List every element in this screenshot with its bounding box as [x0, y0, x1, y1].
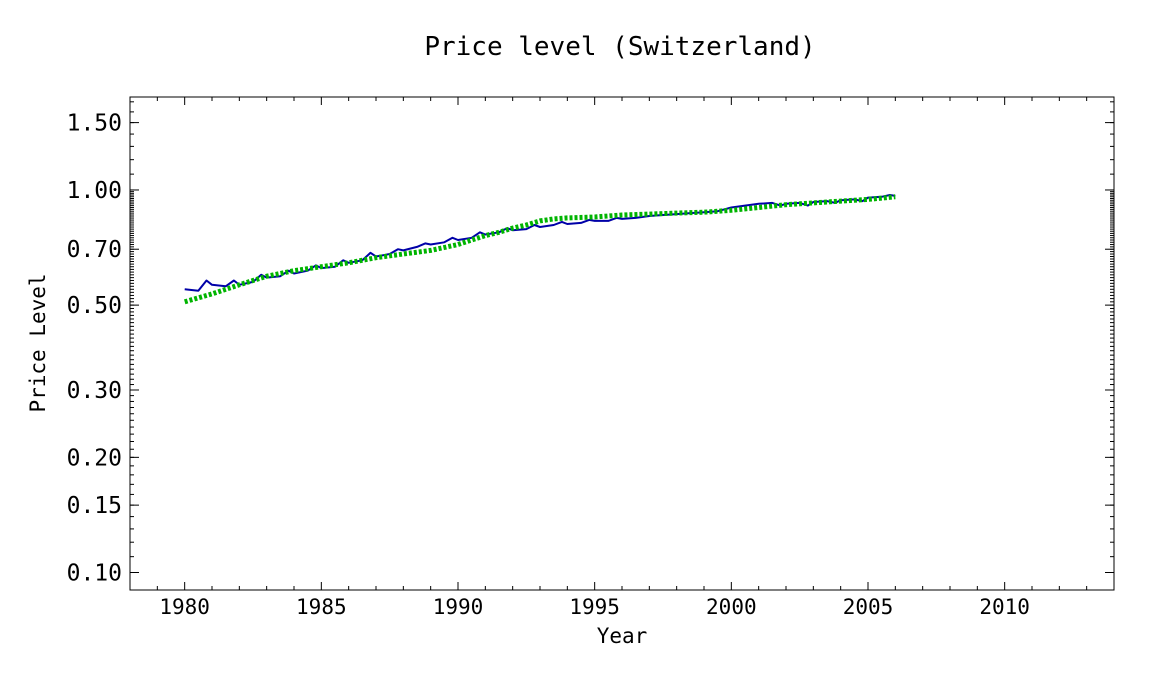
x-axis-label: Year: [597, 624, 648, 648]
chart-title: Price level (Switzerland): [424, 32, 815, 62]
series-line-solid: [184, 194, 896, 292]
y-tick-label: 0.20: [67, 445, 122, 471]
y-tick-label: 0.50: [67, 293, 122, 319]
series-layer: [184, 194, 896, 305]
x-tick-label: 2010: [979, 595, 1030, 619]
y-tick-label: 0.70: [67, 237, 122, 263]
x-tick-label: 1990: [433, 595, 484, 619]
x-tick-label: 2005: [843, 595, 894, 619]
y-tick-label: 0.10: [67, 560, 122, 586]
y-tick-label: 0.30: [67, 378, 122, 404]
series-line-dotted: [184, 194, 896, 305]
x-tick-label: 2000: [706, 595, 757, 619]
y-axis-label: Price Level: [26, 273, 50, 412]
y-axis: 0.10 0.15 0.20 0.30 0.50 0.70 1.00 1.50: [67, 101, 1114, 586]
x-tick-label: 1985: [296, 595, 347, 619]
y-tick-label: 1.00: [67, 178, 122, 204]
x-tick-label: 1995: [569, 595, 620, 619]
x-tick-label: 1980: [159, 595, 210, 619]
y-tick-label: 0.15: [67, 493, 122, 519]
x-axis: 1980 1985 1990 1995 2000 2005 2010: [129, 97, 1115, 619]
plot-area-frame: [129, 96, 1115, 591]
y-tick-label: 1.50: [67, 111, 122, 137]
